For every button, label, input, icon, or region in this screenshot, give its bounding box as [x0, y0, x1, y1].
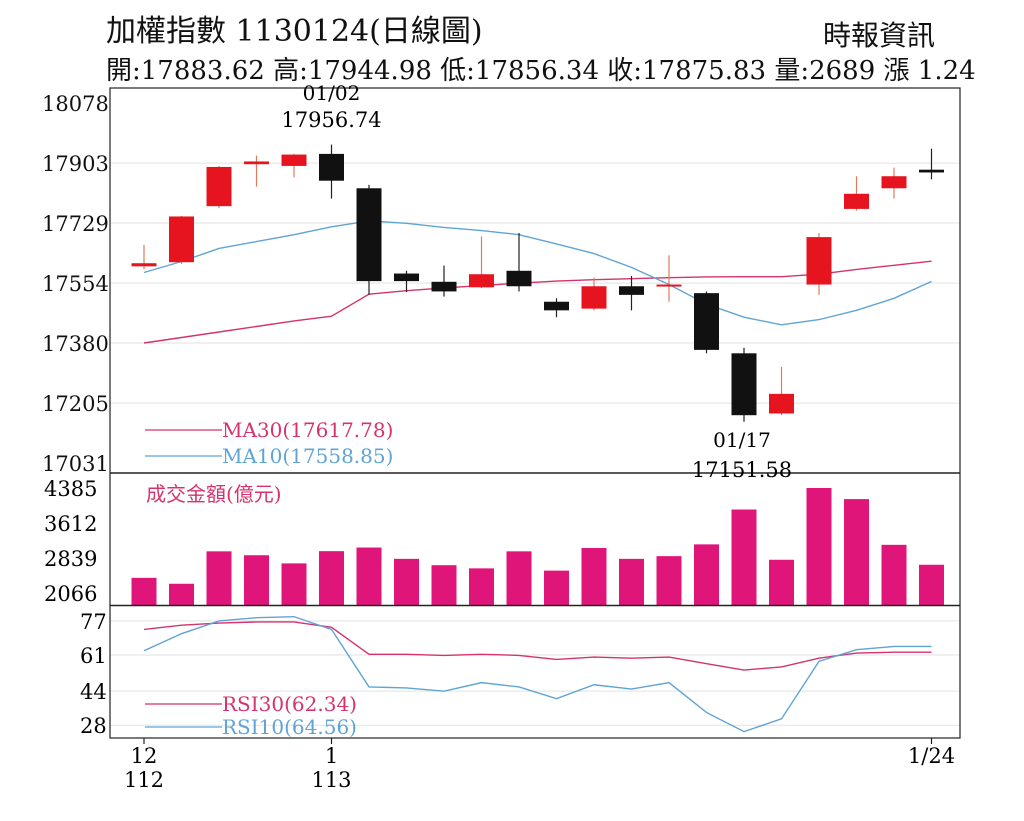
candle-body: [806, 237, 832, 285]
price-tick-label: 18078: [42, 92, 109, 116]
volume-bar: [619, 558, 644, 605]
candle-body: [881, 176, 907, 189]
volume-bar: [694, 544, 719, 605]
ma10-legend-label: MA10(17558.85): [222, 444, 393, 468]
candle-body: [319, 153, 344, 181]
volume-tick-label: 3612: [44, 512, 97, 536]
rsi-tick-label: 77: [80, 610, 107, 634]
x-tick-label: 12: [131, 744, 158, 768]
candle-body: [469, 274, 494, 288]
volume-bar: [656, 556, 682, 605]
candle-body: [769, 393, 794, 414]
volume-bar: [581, 547, 607, 605]
candle-body: [394, 273, 419, 282]
volume-bar: [394, 558, 419, 605]
price-tick-label: 17729: [42, 212, 109, 236]
candle-body: [581, 286, 607, 309]
volume-bar: [431, 565, 457, 605]
moving-average-lines: [143, 220, 932, 344]
volume-tick-label: 2839: [44, 547, 97, 571]
x-tick-label: 1/24: [908, 744, 955, 768]
candle-body: [431, 281, 457, 292]
x-tick-sublabel: 112: [124, 768, 164, 792]
volume-bar: [806, 488, 832, 605]
price-tick-label: 17380: [42, 332, 109, 356]
rsi-tick-label: 61: [80, 644, 107, 668]
rsi-tick-label: 44: [80, 680, 107, 704]
rsi-lines: [143, 615, 932, 733]
price-tick-label: 17205: [42, 392, 109, 416]
volume-bar: [544, 570, 569, 605]
rsi-tick-label: 28: [80, 714, 107, 738]
candle-body: [169, 216, 194, 263]
rsi10-legend-label: RSI10(64.56): [222, 715, 357, 739]
quote-line: 開:17883.62 高:17944.98 低:17856.34 收:17875…: [106, 56, 976, 86]
candle-body: [919, 169, 944, 173]
volume-tick-label: 2066: [44, 582, 97, 606]
volume-title: 成交金額(億元): [146, 482, 282, 506]
low-annotation-date: 01/17: [713, 428, 771, 452]
volume-bar: [844, 499, 869, 605]
rsi10-line: [143, 615, 932, 733]
candle-body: [244, 161, 269, 165]
candle-body: [506, 270, 532, 287]
volume-bars: [131, 488, 944, 605]
volume-bar: [769, 559, 794, 605]
price-tick-label: 17903: [42, 152, 109, 176]
candle-body: [844, 193, 869, 209]
volume-bar: [919, 564, 944, 605]
high-annotation-date: 01/02: [303, 81, 361, 105]
volume-bar: [131, 577, 157, 605]
candle-body: [731, 353, 757, 416]
panel-frames: [109, 87, 961, 744]
volume-bar: [469, 568, 494, 605]
grid: [110, 162, 960, 726]
price-tick-label: 17554: [42, 272, 109, 296]
chart-title: 加權指數 1130124(日線圖): [106, 14, 483, 49]
price-tick-label: 17031: [42, 452, 109, 476]
candle-body: [656, 284, 682, 287]
volume-bar: [206, 551, 232, 605]
volume-bar: [506, 551, 532, 605]
candle-body: [619, 286, 644, 295]
low-annotation-value: 17151.58: [692, 458, 792, 482]
candle-body: [281, 154, 307, 166]
candle-body: [694, 293, 719, 350]
volume-bar: [281, 563, 307, 605]
volume-bar: [319, 551, 344, 605]
volume-bar: [169, 583, 194, 605]
chart-labels: 18078 17903 17729 17554 17380 17205 17031 01/02…: [42, 81, 955, 792]
chart-frame: [109, 87, 961, 739]
x-tick-label: 1: [325, 744, 338, 768]
candle-body: [131, 263, 157, 267]
rsi30-legend-label: RSI30(62.34): [222, 692, 357, 716]
volume-bar: [356, 547, 382, 605]
candlesticks: [131, 144, 944, 422]
volume-bar: [244, 555, 269, 605]
volume-bar: [881, 544, 907, 605]
volume-bar: [731, 509, 757, 605]
ma30-legend-label: MA30(17617.78): [222, 418, 393, 442]
rsi30-line: [143, 621, 932, 671]
x-tick-sublabel: 113: [311, 768, 351, 792]
candle-body: [544, 301, 569, 311]
ma30-line: [143, 260, 932, 344]
high-annotation-value: 17956.74: [281, 108, 381, 132]
source-label: 時報資訊: [823, 19, 936, 52]
volume-tick-label: 4385: [44, 477, 97, 501]
candle-body: [206, 166, 232, 207]
ma10-line: [143, 220, 932, 326]
candle-body: [356, 188, 382, 282]
